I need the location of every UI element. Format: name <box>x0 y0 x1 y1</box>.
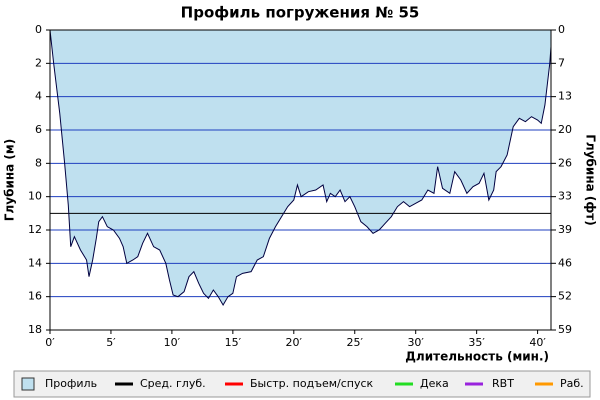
x-tick-label: 0′ <box>45 336 55 349</box>
y2-tick-label: 52 <box>558 290 572 303</box>
y2-tick-label: 39 <box>558 223 572 236</box>
y2-tick-label: 33 <box>558 190 572 203</box>
y2-tick-label: 46 <box>558 256 572 269</box>
y2-tick-label: 20 <box>558 123 572 136</box>
x-tick-label: 5′ <box>106 336 116 349</box>
y-tick-label: 8 <box>35 156 42 169</box>
y2-tick-label: 26 <box>558 156 572 169</box>
legend-label: Раб. <box>560 377 584 390</box>
y2-axis-label: Глубина (фт) <box>584 134 598 225</box>
legend-label: Быстр. подъем/спуск <box>250 377 374 390</box>
x-tick-label: 35′ <box>468 336 485 349</box>
legend <box>13 370 591 398</box>
legend-label: Дека <box>420 377 449 390</box>
x-tick-label: 30′ <box>407 336 424 349</box>
y-tick-label: 4 <box>35 90 42 103</box>
legend-label: Профиль <box>45 377 97 390</box>
y2-tick-label: 59 <box>558 323 572 336</box>
y-axis-label: Глубина (м) <box>3 139 17 221</box>
chart-title: Профиль погружения № 55 <box>181 4 420 22</box>
y-tick-label: 2 <box>35 56 42 69</box>
legend-label: Сред. глуб. <box>140 377 206 390</box>
y-tick-label: 10 <box>28 190 42 203</box>
x-tick-label: 25′ <box>346 336 363 349</box>
y2-tick-label: 13 <box>558 90 572 103</box>
x-axis-label: Длительность (мин.) <box>405 350 549 364</box>
x-tick-label: 40′ <box>529 336 546 349</box>
y-tick-label: 14 <box>28 256 42 269</box>
plot-frame <box>49 29 552 331</box>
x-tick-label: 10′ <box>164 336 181 349</box>
profile-area <box>50 30 551 305</box>
profile-line <box>49 29 552 306</box>
y2-tick-label: 7 <box>558 56 565 69</box>
y-tick-label: 18 <box>28 323 42 336</box>
legend-swatch <box>21 377 35 391</box>
legend-label: RBT <box>492 377 514 390</box>
y-tick-label: 6 <box>35 123 42 136</box>
y-tick-label: 0 <box>35 23 42 36</box>
x-tick-label: 20′ <box>286 336 303 349</box>
y2-tick-label: 0 <box>558 23 565 36</box>
x-tick-label: 15′ <box>225 336 242 349</box>
y-tick-label: 16 <box>28 290 42 303</box>
y-tick-label: 12 <box>28 223 42 236</box>
